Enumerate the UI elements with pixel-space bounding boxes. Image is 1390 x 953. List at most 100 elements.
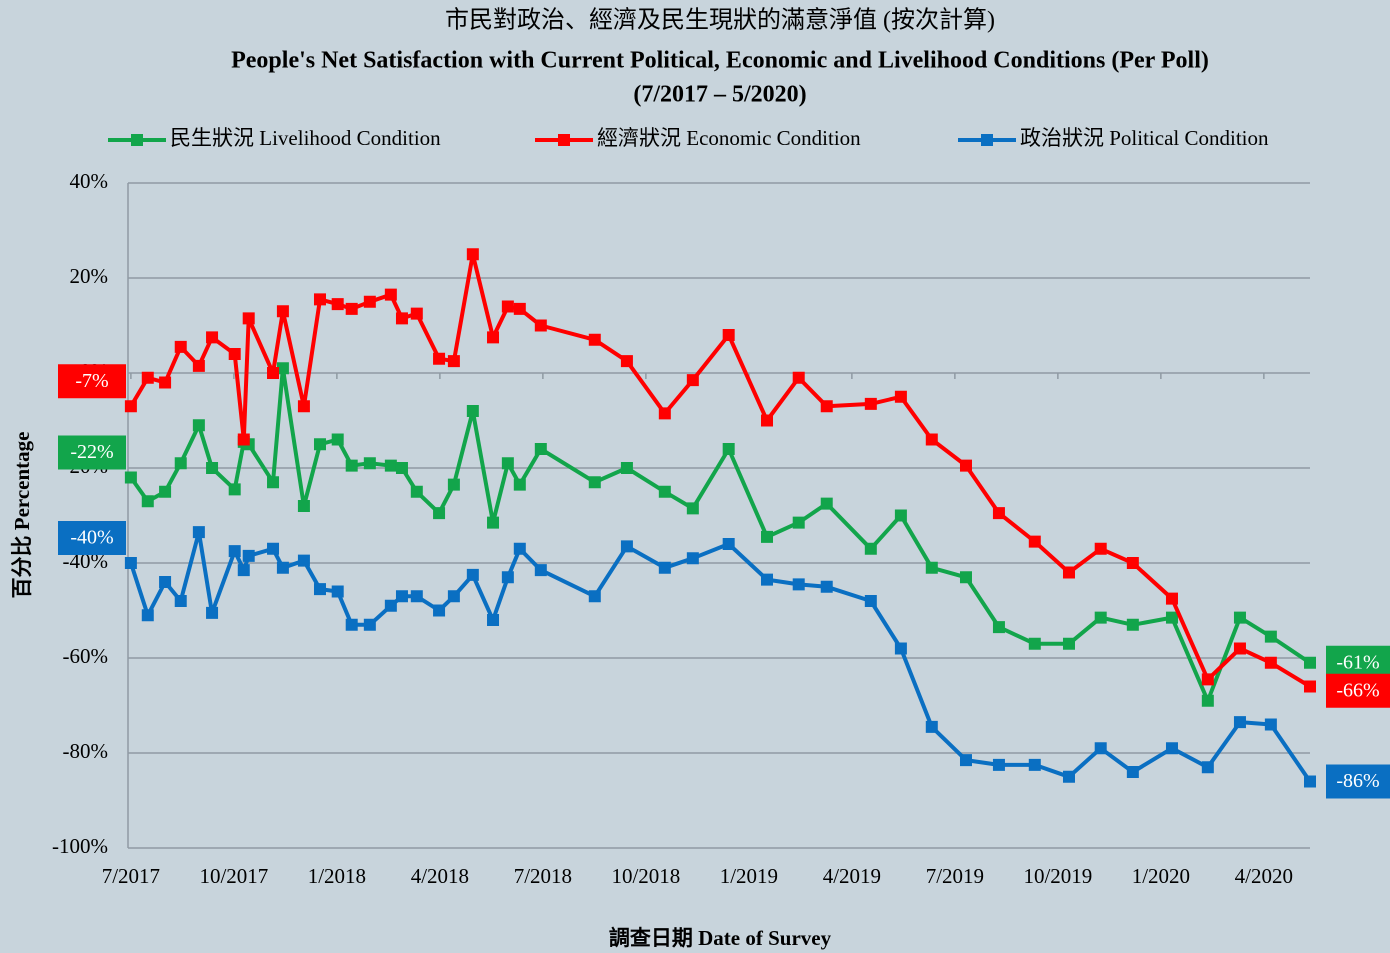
x-axis-label: 調查日期 Date of Survey [609,926,832,950]
chart-subtitle: (7/2017 – 5/2020) [633,82,806,108]
point-marker [174,340,187,353]
point-marker [206,606,219,619]
point-marker [313,293,326,306]
point-marker [433,604,446,617]
point-marker [313,438,326,451]
point-marker [141,371,154,384]
point-marker [1165,742,1178,755]
point-marker [894,509,907,522]
point-marker [1233,611,1246,624]
value-label: -22% [70,441,113,463]
point-marker [792,371,805,384]
point-marker [1126,766,1139,778]
point-marker [1233,716,1246,729]
point-marker [1201,761,1214,774]
y-tick-label: 40% [70,169,109,193]
x-tick-label: 7/2017 [102,864,160,888]
point-marker [297,400,310,413]
point-marker [820,497,833,510]
point-marker [620,540,633,553]
point-marker [925,561,938,574]
point-marker [447,478,460,491]
point-marker [297,500,310,512]
point-marker [1264,656,1277,669]
point-marker [1028,758,1041,771]
point-marker [722,538,735,550]
legend-marker [131,134,143,146]
point-marker [992,507,1005,520]
point-marker [992,621,1005,634]
point-marker [1126,557,1139,569]
point-marker [1165,592,1178,605]
x-tick-label: 10/2019 [1023,864,1092,888]
point-marker [410,590,423,603]
point-marker [433,507,446,520]
x-tick-label: 7/2019 [926,864,984,888]
x-tick-label: 1/2018 [308,864,366,888]
point-marker [267,542,280,555]
legend-label: 政治狀況 Political Condition [1020,126,1269,150]
label-box [58,521,126,555]
point-marker [206,462,219,474]
point-marker [174,457,187,470]
value-label: -61% [1336,651,1379,673]
point-marker [760,573,773,586]
point-marker [192,359,205,372]
point-marker [395,590,408,603]
x-tick-label: 10/2018 [611,864,680,888]
point-marker [588,333,601,346]
point-marker [192,526,205,539]
point-marker [228,348,241,360]
point-marker [1304,775,1316,788]
label-box [1326,764,1390,799]
point-marker [722,329,735,341]
point-marker [466,568,479,581]
point-marker [331,585,344,598]
point-marker [331,298,344,311]
point-marker [1165,611,1178,624]
point-marker [237,564,250,577]
point-marker [466,405,479,417]
point-marker [297,554,310,567]
x-tick-label: 7/2018 [514,864,572,888]
point-marker [513,302,526,315]
point-marker [174,595,187,607]
point-marker [124,557,137,569]
label-box [1326,673,1390,708]
x-tick-label: 10/2017 [199,864,268,888]
point-marker [1264,718,1277,731]
x-tick-label: 4/2019 [823,864,881,888]
point-marker [658,407,671,420]
point-marker [658,561,671,574]
point-marker [1304,680,1316,693]
point-marker [1201,694,1214,707]
chart-title: 市民對政治、經濟及民生現狀的滿意淨值 (按次計算) [445,7,995,34]
y-tick-label: -60% [63,644,109,668]
point-marker [686,552,699,565]
point-marker [1062,637,1075,650]
point-marker [792,578,805,591]
point-marker [242,549,255,562]
value-label: -7% [75,370,108,392]
point-marker [959,754,972,767]
x-tick-label: 1/2020 [1132,864,1190,888]
point-marker [894,390,907,403]
point-marker [206,331,219,344]
point-marker [534,319,547,332]
point-marker [1094,611,1107,624]
point-marker [487,516,500,529]
point-marker [925,720,938,733]
point-marker [760,530,773,543]
y-tick-label: -80% [63,739,109,763]
point-marker [501,571,514,584]
point-marker [242,312,255,325]
chart-subtitle: People's Net Satisfaction with Current P… [231,48,1209,74]
point-marker [686,374,699,387]
legend-marker [981,134,993,146]
point-marker [124,400,137,413]
point-marker [331,433,344,446]
y-tick-label: -100% [52,834,108,858]
point-marker [864,542,877,555]
point-marker [124,471,137,484]
